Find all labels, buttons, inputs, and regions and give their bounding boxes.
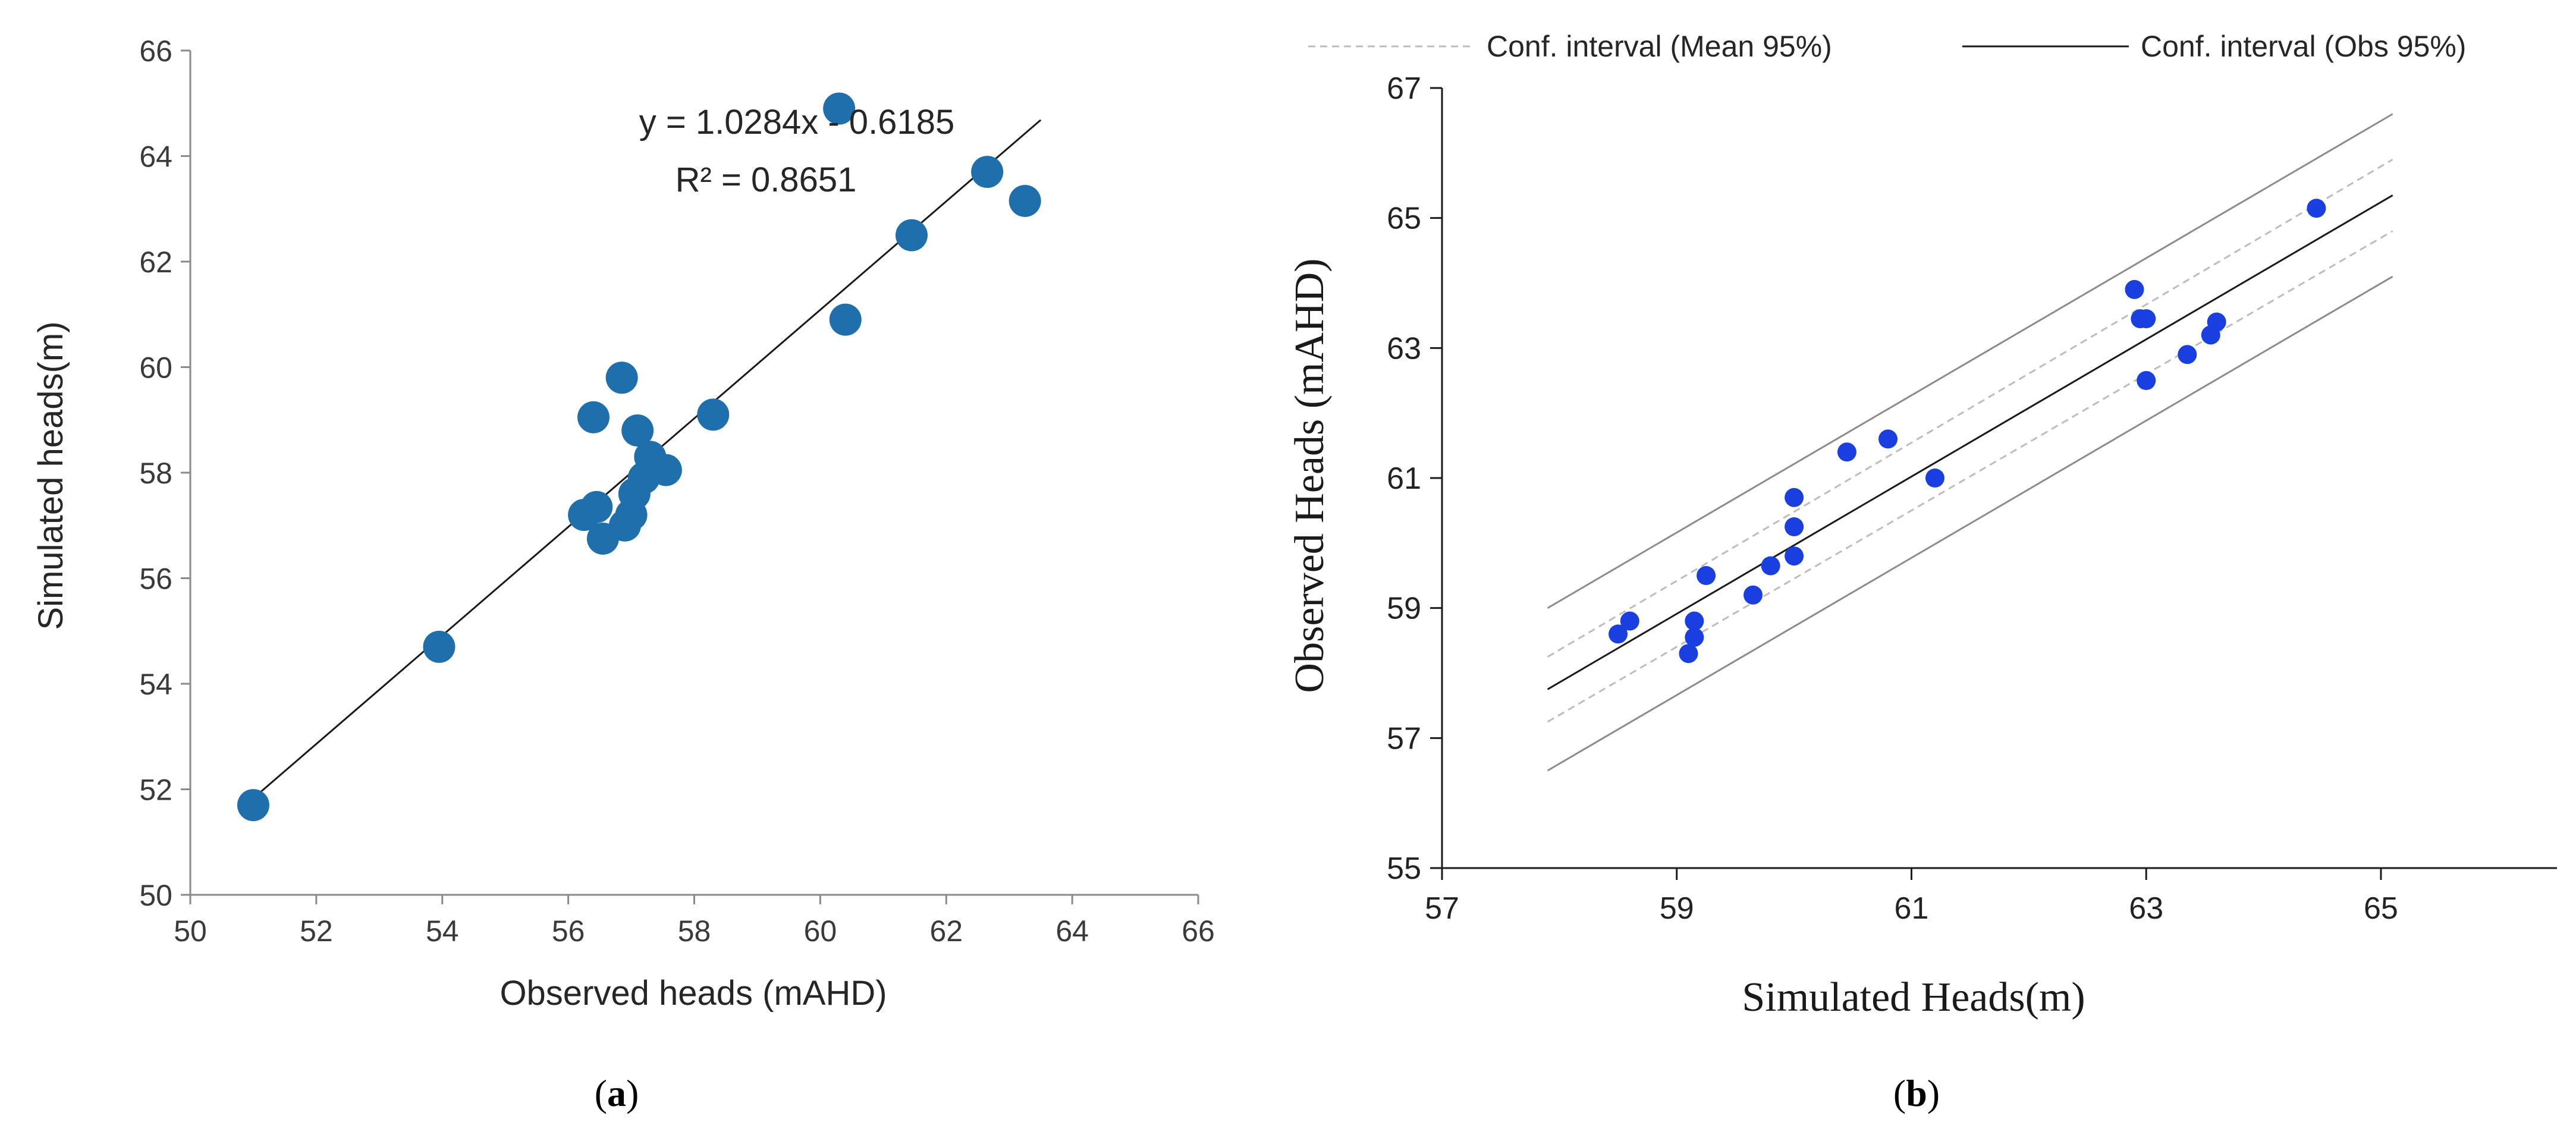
panel-a-point: [237, 789, 269, 822]
panel-a-y-tick-label: 54: [139, 668, 172, 701]
panel-b-y-tick-label: 61: [1387, 461, 1421, 496]
panel-b-fit-line: [1547, 194, 2393, 690]
panel-b-scatter-chart: Conf. interval (Mean 95%) Conf. interval…: [1287, 30, 2557, 1020]
panel-b-point: [1685, 627, 1704, 647]
panel-a-y-axis-title: Simulated heads(m): [32, 322, 70, 630]
panel-a-x-tick-labels: 50 52 54 56 58 60 62 64 66: [174, 895, 1215, 948]
panel-a-point: [423, 630, 455, 663]
panel-b-x-tick-label: 61: [1895, 891, 1929, 926]
panel-b-point: [1878, 429, 1898, 449]
panel-a-point: [580, 491, 613, 523]
panel-a-point: [697, 398, 730, 431]
caption-b: (b): [1893, 1072, 1940, 1114]
panel-b-mean-ci-upper-line: [1547, 158, 2393, 658]
panel-b-obs-ci-lower-line: [1547, 275, 2393, 772]
panel-a-y-tick-label: 58: [139, 457, 172, 490]
panel-a-point: [971, 156, 1004, 188]
panel-a-y-tick-labels: 50 52 54 56 58 60 62 64 66: [139, 34, 190, 912]
panel-a-point: [895, 219, 928, 252]
panel-b-mean-ci-lower-line: [1547, 230, 2393, 723]
panel-a-equation-label: y = 1.0284x - 0.6185: [639, 103, 954, 142]
panel-b-point: [1609, 624, 1628, 644]
panel-b-point: [1679, 644, 1698, 664]
panel-b-y-tick-label: 67: [1387, 71, 1421, 106]
panel-a-r2-label: R² = 0.8651: [676, 161, 857, 199]
panel-a-y-tick-label: 64: [139, 140, 172, 174]
panel-b-x-axis-title: Simulated Heads(m): [1742, 974, 2085, 1020]
panel-b-x-tick-label: 59: [1660, 891, 1694, 926]
panel-a-x-tick-label: 54: [426, 914, 459, 948]
panel-a-x-tick-label: 50: [174, 914, 207, 948]
panel-b-y-tick-label: 63: [1387, 331, 1421, 366]
panel-a-scatter-chart: 50 52 54 56 58 60 62 64 66 50 52 54 56 58 60 62 64 66 y …: [32, 34, 1215, 1013]
panel-a-y-tick-label: 56: [139, 562, 172, 596]
panel-a-x-tick-label: 62: [929, 914, 963, 948]
panel-b-obs-ci-upper-line: [1547, 113, 2393, 609]
panel-a-y-tick-label: 62: [139, 246, 172, 279]
panel-b-point: [1925, 469, 1944, 488]
panel-b-point: [1785, 517, 1804, 536]
panel-b-data-points: [1609, 199, 2326, 664]
panel-a-y-tick-label: 50: [139, 879, 172, 912]
legend-obs-ci-label: Conf. interval (Obs 95%): [2141, 30, 2466, 63]
panel-b-y-tick-label: 59: [1387, 592, 1421, 626]
panel-b-point: [1837, 442, 1856, 462]
panel-b-point: [1785, 488, 1804, 507]
panel-b-y-tick-label: 55: [1387, 851, 1421, 886]
panel-a-y-tick-label: 52: [139, 774, 172, 807]
caption-a: (a): [595, 1072, 639, 1114]
panel-b-x-tick-label: 63: [2129, 891, 2163, 926]
panel-a-x-tick-label: 66: [1182, 914, 1215, 948]
panel-b-fit-and-interval-lines: [1547, 113, 2393, 772]
panel-a-x-axis-title: Observed heads (mAHD): [500, 974, 887, 1013]
panel-a-data-points: [237, 92, 1041, 822]
panel-a-point: [621, 414, 654, 447]
panel-b-y-tick-labels: 55 57 59 61 63 65 67: [1387, 71, 1442, 886]
panel-a-point: [1009, 184, 1041, 217]
panel-b-point: [1761, 556, 1780, 576]
panel-b-point: [2125, 279, 2144, 299]
panel-a-point: [605, 361, 638, 394]
panel-b-point: [2307, 199, 2326, 218]
panel-a-x-tick-label: 58: [678, 914, 711, 948]
panel-b-point: [1685, 611, 1704, 631]
panel-b-point: [1620, 611, 1639, 631]
panel-a-x-tick-label: 64: [1055, 914, 1089, 948]
panel-b-y-tick-label: 65: [1387, 202, 1421, 236]
panel-b-x-tick-label: 65: [2364, 891, 2398, 926]
panel-a-point: [823, 92, 856, 125]
panel-a-y-tick-label: 60: [139, 351, 172, 385]
panel-a-point: [577, 401, 610, 433]
panel-b-y-axis-title: Observed Heads (mAHD): [1287, 259, 1333, 693]
panel-a-point: [649, 454, 682, 486]
legend-mean-ci-label: Conf. interval (Mean 95%): [1487, 30, 1832, 63]
panel-b-x-tick-label: 57: [1425, 891, 1459, 926]
caption-b-letter: b: [1906, 1072, 1927, 1114]
caption-a-letter: a: [607, 1072, 626, 1114]
panel-b-point: [2137, 309, 2156, 329]
panel-b-point: [1785, 546, 1804, 566]
panel-b-legend: Conf. interval (Mean 95%) Conf. interval…: [1308, 30, 2466, 63]
panel-b-y-tick-label: 57: [1387, 721, 1421, 756]
panel-b-point: [1743, 585, 1763, 605]
panel-b-axes: [1441, 88, 2557, 869]
panel-b-point: [1697, 566, 1716, 585]
panel-b-x-tick-labels: 57 59 61 63 65: [1425, 868, 2398, 926]
panel-b-point: [2178, 345, 2197, 364]
panel-b-point: [2207, 312, 2226, 332]
panel-a-x-tick-label: 60: [804, 914, 837, 948]
panel-b-point: [2137, 371, 2156, 390]
panel-a-x-tick-label: 56: [552, 914, 585, 948]
panel-a-x-tick-label: 52: [300, 914, 333, 948]
panel-a-point: [829, 303, 862, 336]
panel-a-y-tick-label: 66: [139, 34, 172, 68]
